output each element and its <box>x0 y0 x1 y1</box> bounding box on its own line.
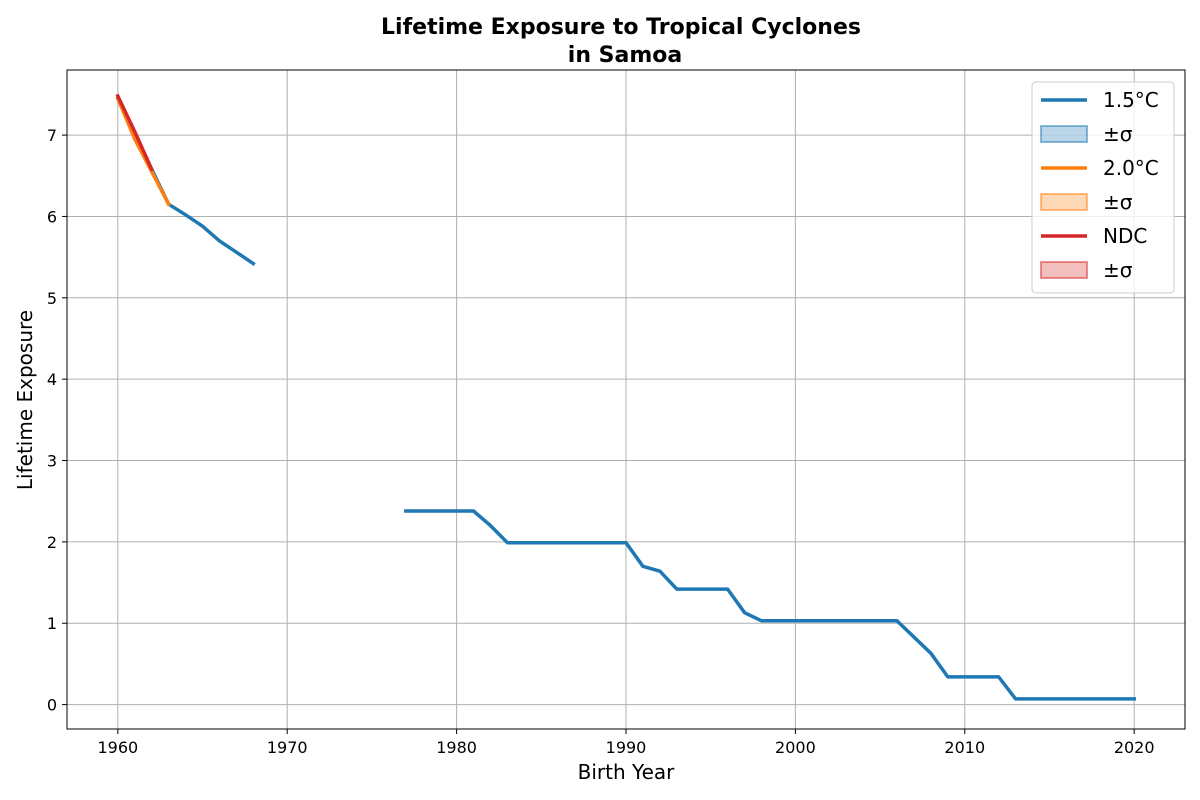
y-tick-label: 0 <box>47 696 57 715</box>
series-line-15c <box>404 509 1136 701</box>
y-axis-label: Lifetime Exposure <box>13 310 37 490</box>
y-tick-label: 1 <box>47 614 57 633</box>
legend-label: 1.5°C <box>1103 88 1159 112</box>
grid <box>67 70 1185 729</box>
legend: 1.5°C ±σ 2.0°C ±σ NDC ±σ <box>1031 81 1175 294</box>
y-tick-label: 4 <box>47 370 57 389</box>
series-lines <box>115 93 1136 701</box>
chart-title-line1: Lifetime Exposure to Tropical Cyclones <box>381 15 861 40</box>
x-axis-label: Birth Year <box>578 760 675 784</box>
x-tick-label: 1990 <box>606 738 647 757</box>
legend-band-swatch <box>1040 261 1088 279</box>
series-line-20c <box>115 96 171 207</box>
plot-frame <box>66 69 1186 730</box>
legend-label: ±σ <box>1103 190 1133 214</box>
legend-label: ±σ <box>1103 122 1133 146</box>
x-tick-label: 2010 <box>944 738 985 757</box>
x-tick-label: 1980 <box>436 738 477 757</box>
legend-band-swatch <box>1040 125 1088 143</box>
legend-label: NDC <box>1103 224 1147 248</box>
series-line-ndc <box>115 93 155 172</box>
ticks: 1960 1970 1980 1990 2000 2010 2020 0 1 2 3 4 5 6 7 <box>47 126 1155 757</box>
y-tick-label: 5 <box>47 289 57 308</box>
x-tick-label: 2020 <box>1114 738 1155 757</box>
x-tick-label: 1970 <box>267 738 308 757</box>
series-line-15c <box>115 96 256 267</box>
legend-label: 2.0°C <box>1103 156 1159 180</box>
x-tick-label: 1960 <box>97 738 138 757</box>
legend-label: ±σ <box>1103 258 1133 282</box>
x-tick-label: 2000 <box>775 738 816 757</box>
y-tick-label: 2 <box>47 533 57 552</box>
y-tick-label: 7 <box>47 126 57 145</box>
y-tick-label: 3 <box>47 452 57 471</box>
legend-band-swatch <box>1040 193 1088 211</box>
y-tick-label: 6 <box>47 207 57 226</box>
legend-frame <box>1031 81 1175 294</box>
chart-title-line2: in Samoa <box>568 43 682 68</box>
